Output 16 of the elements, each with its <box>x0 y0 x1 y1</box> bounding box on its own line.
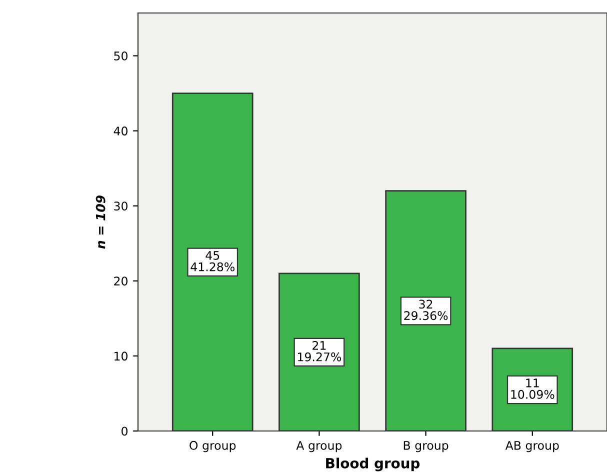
y-tick-label: 50 <box>114 52 128 60</box>
y-tick-label: 0 <box>122 426 128 436</box>
data-label: 11 10.09% <box>511 378 554 399</box>
x-tick-label: B group <box>404 441 448 452</box>
x-tick-label: O group <box>190 440 236 452</box>
y-axis-title: n = 109 <box>96 195 106 249</box>
x-axis-title: Blood group <box>326 458 420 472</box>
x-tick-label: A group <box>296 441 342 452</box>
y-tick-label: 40 <box>114 126 128 136</box>
y-tick-label: 20 <box>114 276 128 286</box>
data-label: 21 19.27% <box>298 340 342 362</box>
y-tick-label: 10 <box>114 352 128 361</box>
x-tick-label: AB group <box>505 441 559 452</box>
data-label: 45 41.28% <box>190 251 234 272</box>
data-label: 32 29.36% <box>404 300 448 320</box>
y-tick-label: 30 <box>114 202 128 211</box>
